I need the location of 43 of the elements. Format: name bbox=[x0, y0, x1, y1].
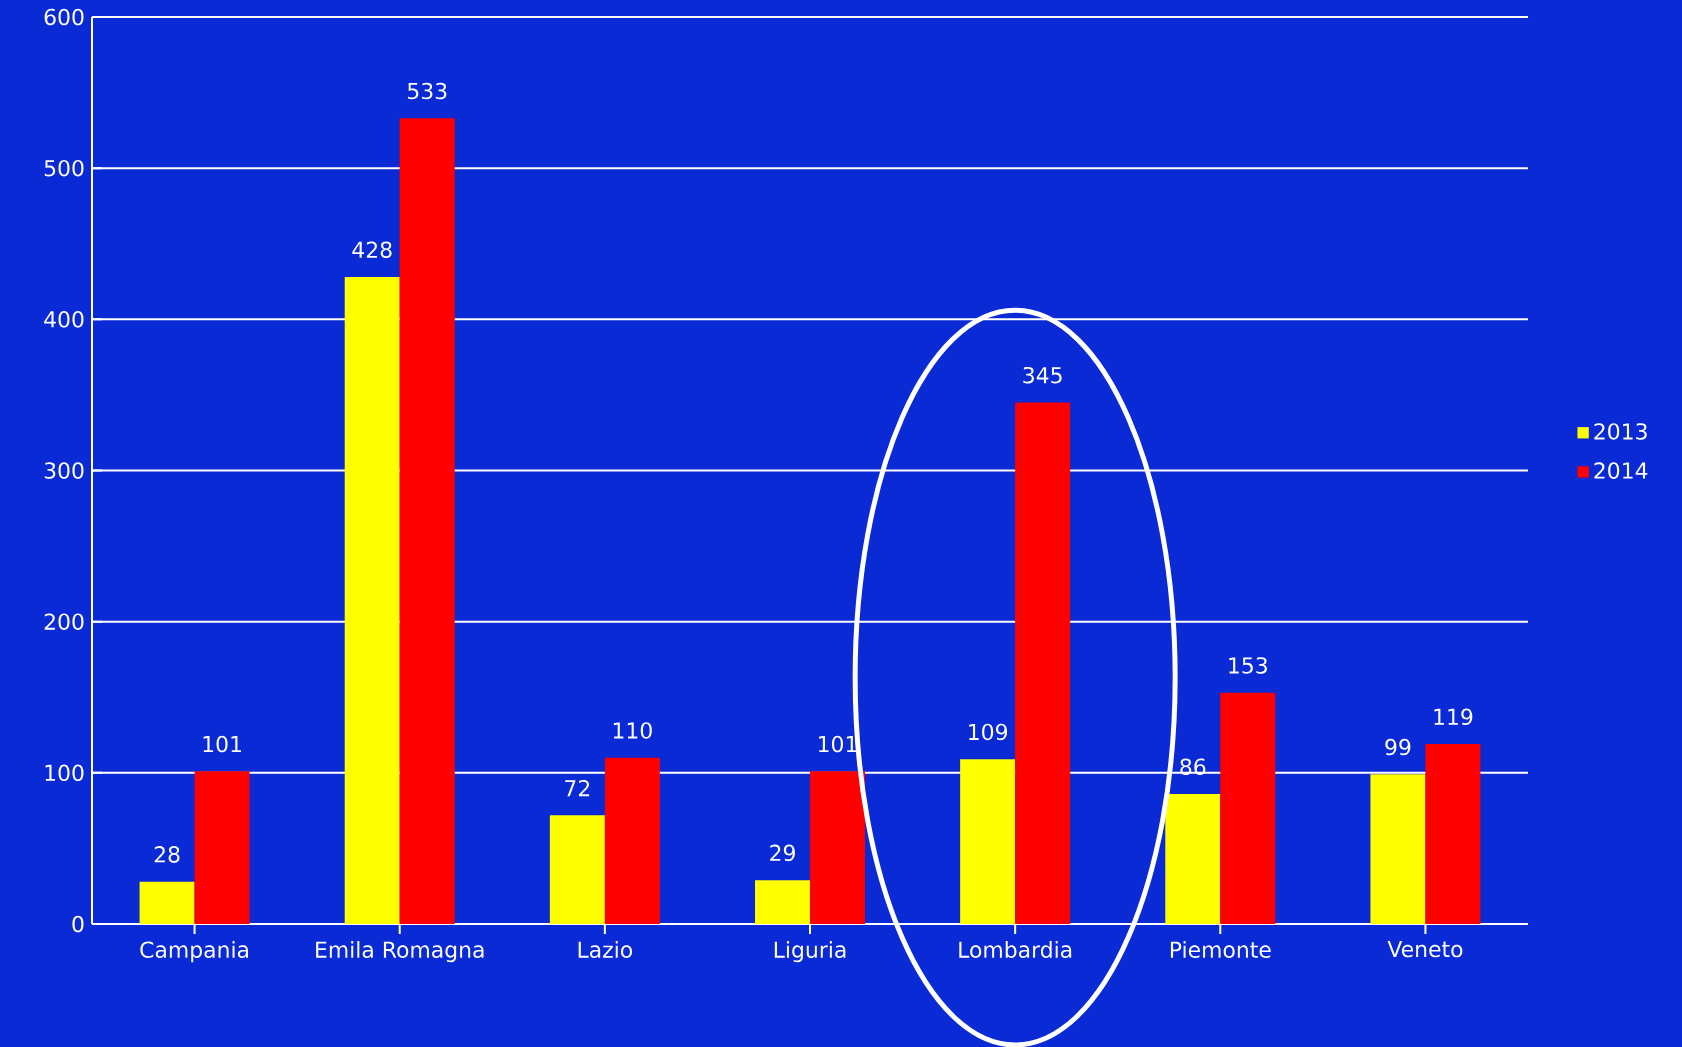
y-tick-label: 300 bbox=[44, 462, 84, 479]
x-tick-label: Liguria bbox=[774, 941, 846, 963]
bar bbox=[1015, 402, 1071, 924]
data-label: 119 bbox=[1434, 708, 1473, 726]
data-label: 345 bbox=[1023, 366, 1062, 384]
data-label: 153 bbox=[1229, 657, 1267, 674]
data-label: 99 bbox=[1385, 738, 1411, 756]
bar bbox=[1370, 774, 1426, 924]
x-tick-label: Lombardia bbox=[959, 941, 1072, 958]
bar bbox=[194, 771, 250, 924]
data-label: 101 bbox=[203, 735, 241, 753]
bar bbox=[399, 118, 455, 924]
bar bbox=[960, 759, 1016, 924]
y-tick-label: 0 bbox=[72, 915, 84, 933]
data-label: 428 bbox=[352, 241, 392, 259]
x-tick-label: Lazio bbox=[578, 941, 632, 958]
y-tick-label: 400 bbox=[44, 311, 84, 328]
data-label: 533 bbox=[407, 82, 447, 100]
legend-label: 2014 bbox=[1594, 462, 1648, 479]
data-label: 28 bbox=[154, 846, 180, 863]
bar bbox=[1220, 692, 1276, 924]
data-label: 109 bbox=[969, 723, 1008, 741]
data-label: 110 bbox=[613, 722, 652, 739]
y-tick-label: 100 bbox=[45, 764, 84, 782]
bar bbox=[1425, 744, 1481, 924]
data-label: 101 bbox=[819, 735, 857, 753]
bar bbox=[755, 880, 811, 924]
y-tick-label: 600 bbox=[44, 8, 84, 26]
y-tick-label: 500 bbox=[44, 159, 84, 177]
y-tick-label: 200 bbox=[44, 613, 84, 630]
bar bbox=[139, 881, 195, 924]
data-label: 29 bbox=[770, 844, 795, 862]
x-tick-label: Emila Romagna bbox=[316, 941, 484, 963]
bar bbox=[1165, 793, 1221, 924]
x-tick-label: Campania bbox=[140, 941, 249, 963]
bar bbox=[549, 815, 605, 924]
legend-label: 2013 bbox=[1594, 423, 1647, 440]
x-tick-label: Veneto bbox=[1387, 941, 1463, 958]
bar bbox=[344, 277, 400, 924]
data-label: 72 bbox=[565, 779, 590, 797]
bar bbox=[604, 757, 660, 924]
bar bbox=[810, 771, 866, 924]
x-tick-label: Piemonte bbox=[1170, 941, 1271, 958]
